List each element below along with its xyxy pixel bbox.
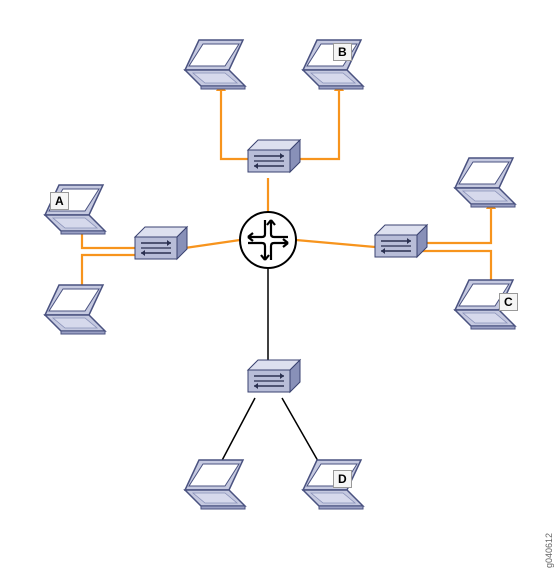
image-id: g040612 — [544, 533, 554, 568]
label-A: A — [50, 192, 69, 210]
router — [240, 212, 296, 268]
link — [296, 240, 375, 247]
sw-left — [135, 227, 187, 259]
label-C: C — [499, 293, 518, 311]
lap-right-top — [455, 158, 515, 207]
lap-left-bottom — [45, 285, 105, 334]
network-diagram — [0, 0, 558, 539]
link — [221, 82, 250, 159]
label-B: B — [333, 43, 352, 61]
lap-top-left — [185, 40, 245, 89]
link — [282, 398, 322, 468]
link — [218, 398, 255, 468]
sw-bottom — [248, 360, 300, 392]
sw-top — [248, 140, 300, 172]
sw-right — [375, 225, 427, 257]
lap-bottom-left — [185, 460, 245, 509]
label-D: D — [333, 470, 352, 488]
